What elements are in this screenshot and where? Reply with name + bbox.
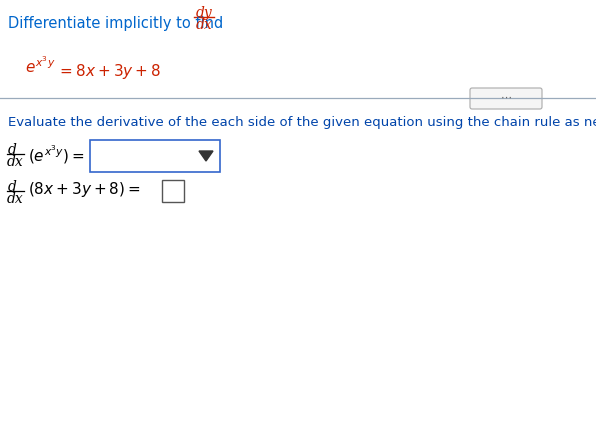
- Bar: [162, 180, 184, 202]
- Text: Evaluate the derivative of the each side of the given equation using the chain r: Evaluate the derivative of the each side…: [8, 116, 596, 129]
- FancyBboxPatch shape: [470, 88, 542, 109]
- Text: dx: dx: [7, 192, 24, 206]
- Text: Differentiate implicitly to find: Differentiate implicitly to find: [8, 16, 223, 31]
- Text: $= 8x + 3y + 8$: $= 8x + 3y + 8$: [57, 62, 161, 81]
- Text: dx: dx: [196, 18, 213, 32]
- Text: $\left(e^{x^3y}\right) =$: $\left(e^{x^3y}\right) =$: [28, 143, 85, 166]
- Text: d: d: [8, 180, 17, 194]
- Text: ⋯: ⋯: [501, 93, 511, 103]
- Text: $(8x + 3y + 8) =$: $(8x + 3y + 8) =$: [28, 180, 141, 199]
- Text: $e^{x^3y}$: $e^{x^3y}$: [25, 55, 55, 75]
- Text: d: d: [8, 143, 17, 157]
- Text: dx: dx: [7, 155, 24, 169]
- Bar: [90, 140, 220, 172]
- Polygon shape: [199, 151, 213, 161]
- Text: dy: dy: [196, 6, 213, 20]
